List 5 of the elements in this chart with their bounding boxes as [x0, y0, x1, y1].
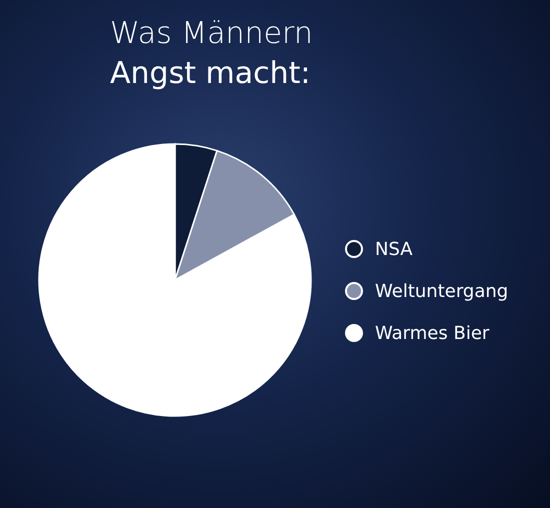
- pie-slice: [38, 143, 312, 417]
- legend-label: NSA: [375, 238, 413, 260]
- legend-label: Warmes Bier: [375, 322, 490, 344]
- legend-label: Weltuntergang: [375, 280, 508, 302]
- chart-title: Was Männern Angst macht:: [110, 15, 313, 93]
